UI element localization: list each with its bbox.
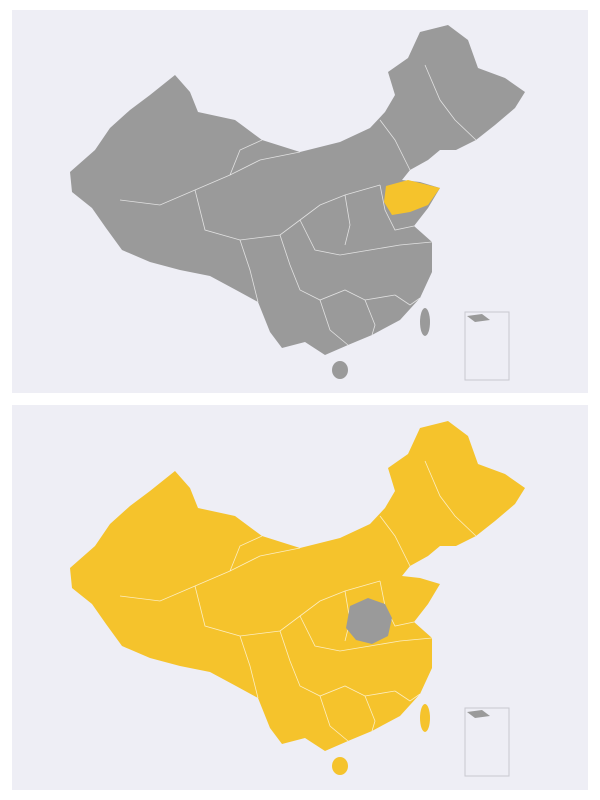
highlight-region (384, 180, 440, 215)
island (332, 361, 348, 379)
island (420, 308, 430, 336)
island (420, 704, 430, 732)
inset-box (464, 707, 510, 777)
inset-box (464, 311, 510, 381)
island (332, 757, 348, 775)
inset-shape (467, 710, 490, 718)
map-group (70, 421, 525, 777)
inset-shape (467, 314, 490, 322)
highlight-region (346, 598, 392, 644)
